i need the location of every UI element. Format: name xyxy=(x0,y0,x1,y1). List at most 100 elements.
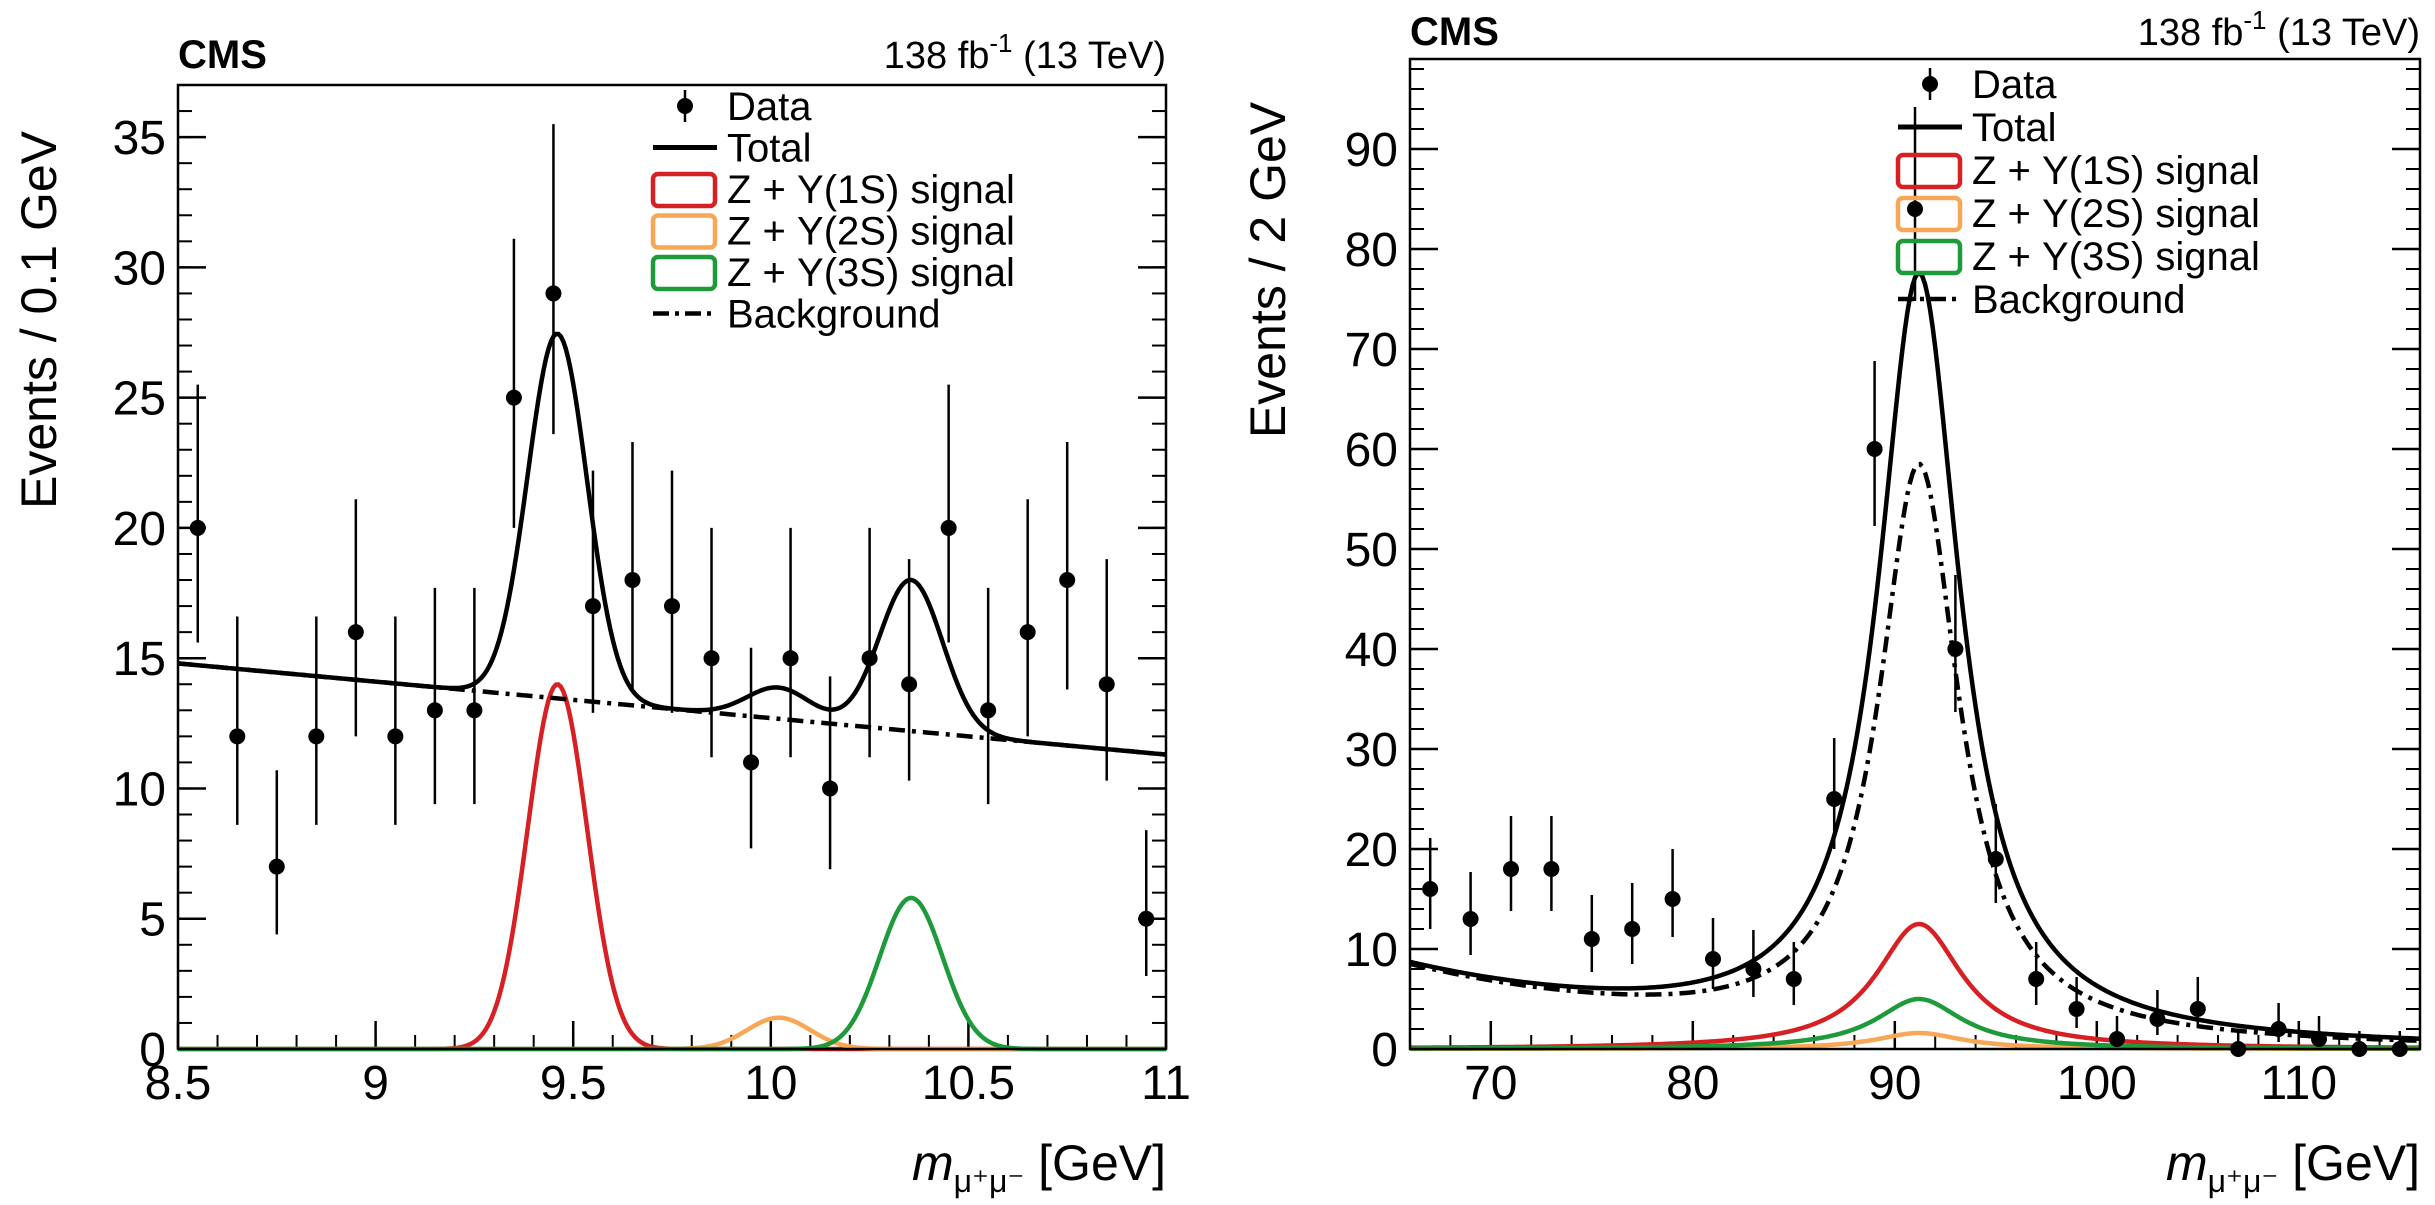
left-y-tick-label: 35 xyxy=(113,112,166,165)
left-data-marker xyxy=(505,389,522,406)
right-data-marker xyxy=(1745,961,1762,977)
left-data-point xyxy=(1138,830,1155,977)
right-y-tick-label: 80 xyxy=(1345,224,1398,277)
left-data-point xyxy=(545,124,562,435)
right-data-point xyxy=(1705,918,1721,989)
left-data-marker xyxy=(1019,624,1036,641)
left-lumi-exponent: -1 xyxy=(989,28,1012,58)
right-y-tick-label: 90 xyxy=(1345,124,1398,177)
left-axis-ticks: 8.5 9 9.5 10 10.5 11 0 5 10 15 20 25 30 35 xyxy=(113,84,1191,1110)
right-data-point xyxy=(1543,816,1560,911)
left-legend-label: Data xyxy=(727,85,812,129)
right-data-point xyxy=(1866,361,1883,526)
right-lumi-energy: (13 TeV) xyxy=(2267,12,2420,54)
left-data-marker xyxy=(426,702,443,719)
left-panel: CMS 138 fb-1 (13 TeV) Events / 0.1 GeV m… xyxy=(11,28,1191,1199)
right-data-marker xyxy=(1664,891,1681,907)
right-data-marker xyxy=(1624,921,1641,937)
right-data-marker xyxy=(2149,1011,2166,1027)
right-data-point xyxy=(1947,575,1964,712)
left-data-marker xyxy=(743,754,760,771)
right-x-tick-label: 100 xyxy=(2057,1057,2137,1110)
left-data-point xyxy=(584,470,601,713)
left-data-point xyxy=(268,770,285,935)
left-data-point xyxy=(940,384,957,643)
left-data-marker xyxy=(189,519,206,536)
left-x-tick-label: 10.5 xyxy=(922,1057,1015,1110)
left-legend-signal-box-4 xyxy=(650,254,718,292)
left-x-axis-unit: [GeV] xyxy=(1024,1135,1166,1191)
right-data-marker xyxy=(1503,861,1519,877)
right-data-point xyxy=(2311,1016,2327,1047)
left-data-marker xyxy=(980,702,997,719)
left-data-marker xyxy=(229,728,246,745)
right-data-marker xyxy=(1987,851,2004,867)
left-data-point xyxy=(901,559,918,781)
right-data-point xyxy=(1422,838,1439,929)
left-data-point xyxy=(980,587,997,805)
right-data-point xyxy=(1785,942,1802,1005)
right-x-axis-symbol: m xyxy=(2166,1135,2208,1191)
right-lumi-label: 138 fb-1 (13 TeV) xyxy=(2138,5,2420,54)
left-data-marker xyxy=(268,858,285,875)
right-x-tick-label: 110 xyxy=(2261,1057,2338,1110)
right-data-point xyxy=(2109,1016,2125,1047)
left-data-marker xyxy=(861,650,878,667)
right-data-point xyxy=(1907,107,1923,301)
right-data-marker xyxy=(2189,1001,2206,1017)
right-panel: CMS 138 fb-1 (13 TeV) Events / 2 GeV mμ⁺… xyxy=(1240,5,2422,1199)
left-data-marker xyxy=(782,650,799,667)
right-data-marker xyxy=(2270,1021,2287,1037)
right-x-tick-label: 80 xyxy=(1666,1057,1719,1110)
left-data-point xyxy=(505,238,522,528)
left-data-point xyxy=(1019,499,1036,737)
right-data-point xyxy=(1745,930,1762,997)
left-y-axis-title: Events / 0.1 GeV xyxy=(11,130,67,509)
right-data-points xyxy=(1422,107,2408,1057)
right-data-point xyxy=(2149,990,2166,1035)
left-data-point xyxy=(743,647,760,849)
right-data-marker xyxy=(2028,971,2045,987)
left-y-tick-label: 0 xyxy=(139,1024,166,1077)
right-legend-label: Data xyxy=(1972,63,2057,107)
right-x-axis-title: mμ⁺μ⁻ [GeV] xyxy=(2166,1135,2420,1199)
right-data-marker xyxy=(1947,641,1964,657)
right-data-marker xyxy=(1907,201,1923,217)
left-data-marker xyxy=(466,702,483,719)
left-y-tick-label: 20 xyxy=(113,503,166,556)
left-y-tick-label: 30 xyxy=(113,242,166,295)
right-data-marker xyxy=(2109,1031,2125,1047)
left-legend-label: Background xyxy=(727,293,940,337)
left-legend-label: Z + Υ(1S) signal xyxy=(727,168,1015,212)
right-y-tick-label: 10 xyxy=(1345,924,1398,977)
right-axis-ticks: 70 80 90 100 110 0 10 20 30 40 50 60 70 80 90 xyxy=(1345,68,2421,1110)
left-x-tick-label: 9 xyxy=(362,1057,389,1110)
right-data-marker xyxy=(1583,931,1600,947)
right-data-point xyxy=(1664,849,1681,937)
left-y-tick-label: 15 xyxy=(113,633,166,686)
left-data-marker xyxy=(584,598,601,615)
right-legend-label: Z + Υ(3S) signal xyxy=(1972,235,2260,279)
left-legend-label: Z + Υ(2S) signal xyxy=(727,210,1015,254)
right-data-marker xyxy=(1826,791,1843,807)
right-data-marker xyxy=(1705,951,1721,967)
right-y-tick-label: 20 xyxy=(1345,824,1398,877)
left-data-point xyxy=(703,527,720,758)
right-data-marker xyxy=(1866,441,1883,457)
left-x-tick-label: 10 xyxy=(744,1057,797,1110)
right-data-point xyxy=(1503,816,1519,911)
right-lumi-exponent: -1 xyxy=(2243,5,2266,35)
left-legend-signal-box-2 xyxy=(650,171,718,209)
right-background-curve xyxy=(1409,461,2421,1044)
left-y-tick-label: 5 xyxy=(139,894,166,947)
right-legend-signal-box-2 xyxy=(1895,152,1963,190)
left-cms-label: CMS xyxy=(178,33,267,77)
right-y-tick-label: 50 xyxy=(1345,524,1398,577)
left-data-point xyxy=(664,470,680,713)
left-data-marker xyxy=(703,650,720,667)
right-data-marker xyxy=(1785,971,1802,987)
left-y-tick-label: 10 xyxy=(113,763,166,816)
left-data-point xyxy=(426,587,443,805)
